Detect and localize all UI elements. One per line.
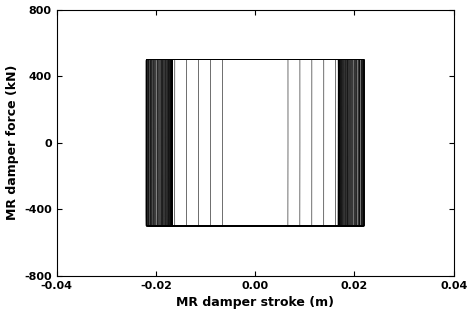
Y-axis label: MR damper force (kN): MR damper force (kN) [6,65,18,220]
X-axis label: MR damper stroke (m): MR damper stroke (m) [176,296,334,309]
